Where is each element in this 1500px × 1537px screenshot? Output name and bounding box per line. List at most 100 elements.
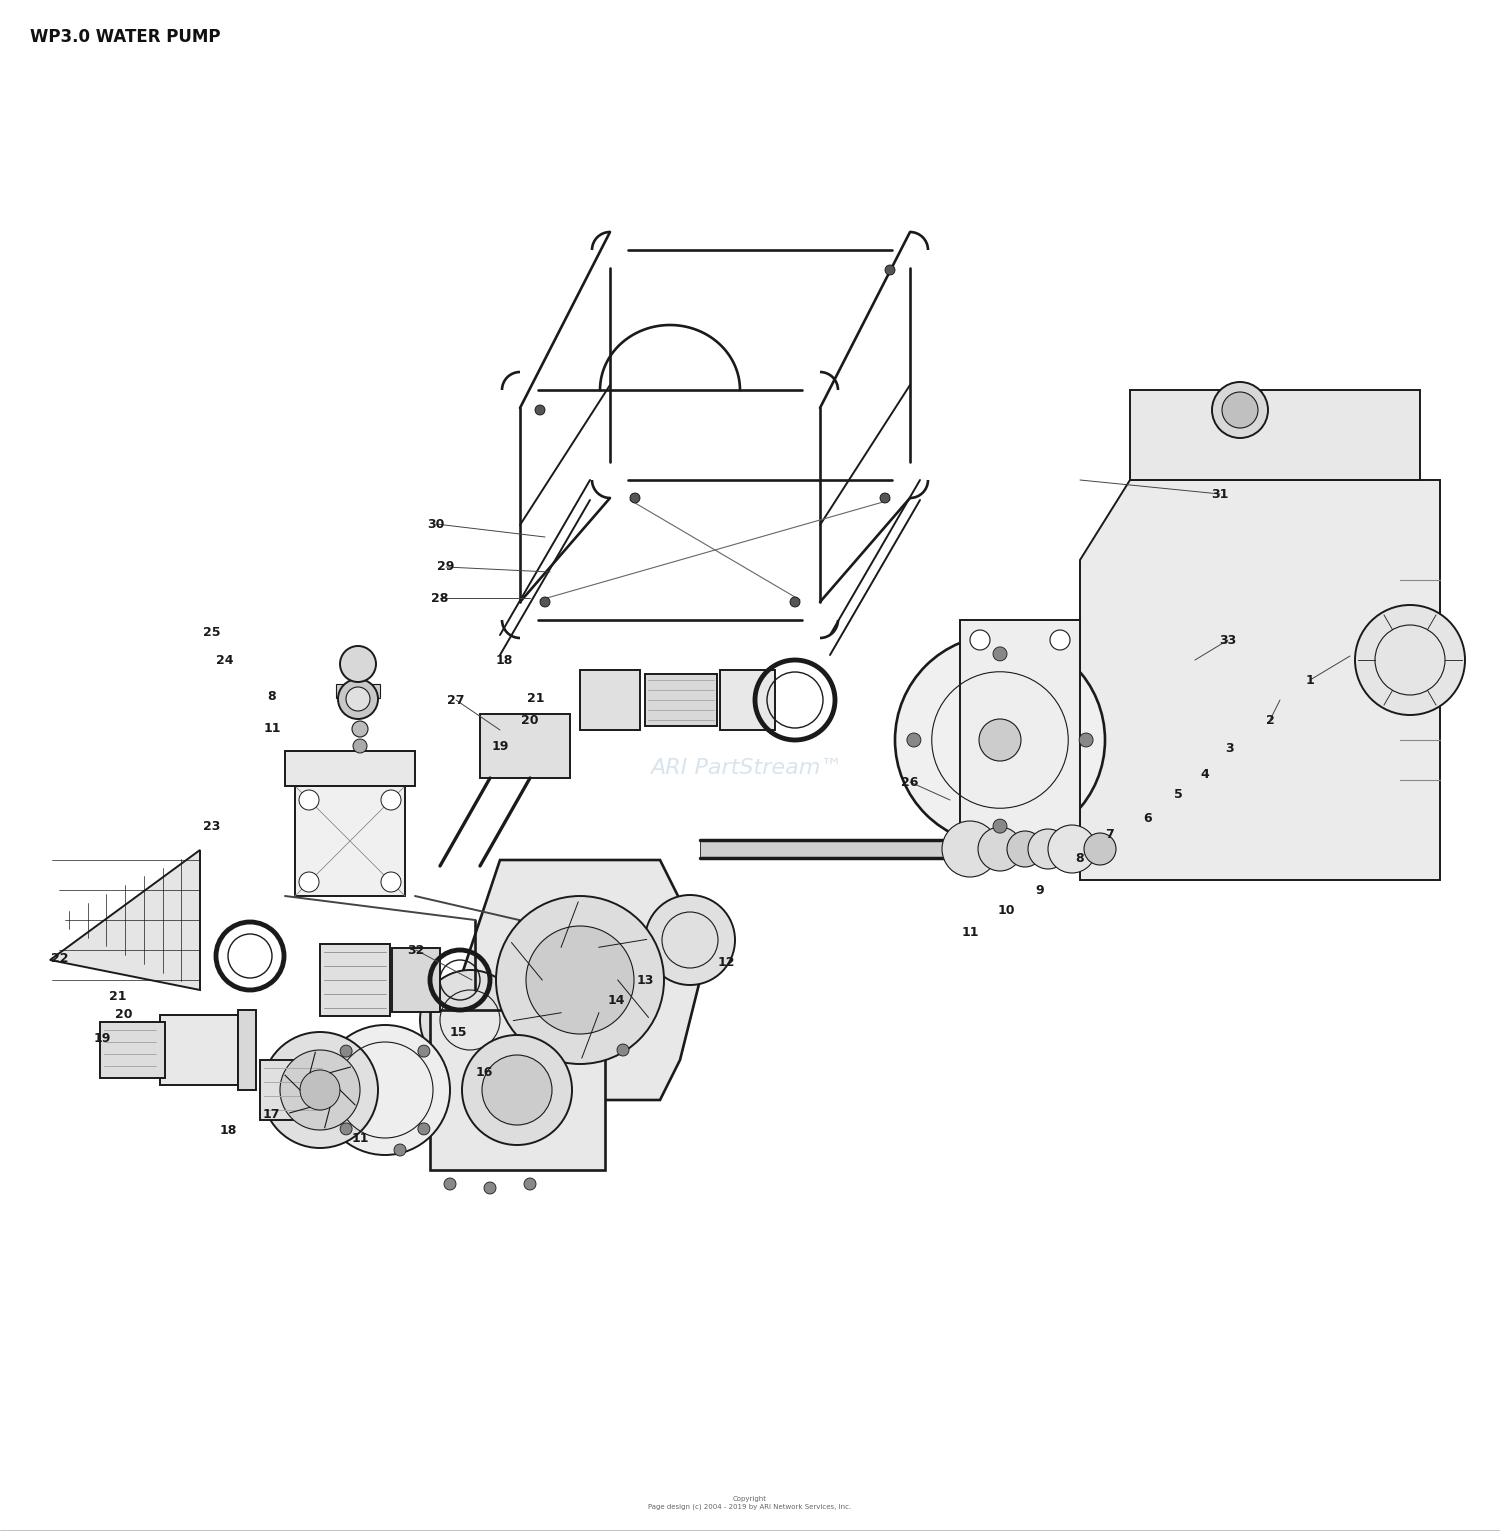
Circle shape [993,819,1006,833]
Text: 23: 23 [204,819,220,833]
Polygon shape [1080,480,1440,881]
Circle shape [978,827,1022,871]
Text: 20: 20 [116,1008,132,1022]
Circle shape [381,871,400,891]
Text: 5: 5 [1173,788,1182,801]
Text: 11: 11 [351,1131,369,1145]
Polygon shape [960,619,1080,861]
Text: 26: 26 [902,776,918,788]
Circle shape [1007,832,1042,867]
Circle shape [298,871,320,891]
Circle shape [790,596,800,607]
Bar [392,948,439,1011]
Circle shape [280,1050,360,1130]
Circle shape [338,679,378,719]
Circle shape [340,1045,352,1057]
Text: WP3.0 WATER PUMP: WP3.0 WATER PUMP [30,28,220,46]
Text: 30: 30 [427,518,444,530]
Circle shape [1354,606,1466,715]
Text: 12: 12 [717,956,735,970]
Circle shape [320,1025,450,1154]
Circle shape [340,646,376,682]
Circle shape [880,493,890,503]
Text: 3: 3 [1226,741,1234,755]
Text: Copyright
Page design (c) 2004 - 2019 by ARI Network Services, Inc.: Copyright Page design (c) 2004 - 2019 by… [648,1497,852,1509]
Text: 7: 7 [1106,828,1114,841]
Text: 33: 33 [1220,633,1236,647]
Text: 13: 13 [636,973,654,987]
Text: 19: 19 [492,739,508,753]
Circle shape [484,1182,496,1194]
Bar [700,841,960,858]
Text: 8: 8 [1076,851,1084,864]
Text: 32: 32 [408,944,424,956]
Text: 10: 10 [998,904,1014,916]
Text: 15: 15 [450,1025,466,1039]
Circle shape [300,1070,340,1110]
Circle shape [262,1031,378,1148]
Bar [285,752,416,785]
Polygon shape [1130,390,1420,480]
Bar [260,1061,326,1120]
Text: 22: 22 [51,951,69,965]
Circle shape [526,925,634,1034]
Circle shape [885,264,896,275]
Text: 25: 25 [204,626,220,638]
Text: 19: 19 [93,1031,111,1045]
Text: ARI PartStream™: ARI PartStream™ [650,758,843,778]
Text: 18: 18 [219,1124,237,1136]
Text: 11: 11 [264,721,280,735]
Circle shape [419,1045,430,1057]
Circle shape [1078,733,1094,747]
Polygon shape [430,1010,604,1170]
Bar [336,684,380,698]
Circle shape [352,739,368,753]
Text: 24: 24 [216,653,234,667]
Text: 20: 20 [522,713,538,727]
Circle shape [1050,830,1070,850]
Circle shape [908,733,921,747]
Circle shape [444,1177,456,1190]
Polygon shape [460,861,700,1100]
Bar [160,1014,238,1085]
Circle shape [346,687,370,712]
Text: 6: 6 [1143,812,1152,824]
Bar [645,675,717,725]
Text: 21: 21 [528,692,544,704]
Circle shape [540,596,550,607]
Text: 1: 1 [1305,673,1314,687]
Circle shape [616,1044,628,1056]
Circle shape [419,1124,430,1134]
Text: 14: 14 [608,993,624,1007]
Text: 27: 27 [447,693,465,707]
Circle shape [1222,392,1258,427]
Circle shape [980,719,1022,761]
Circle shape [896,635,1106,845]
Bar [480,715,570,778]
Bar [320,944,390,1016]
Text: 21: 21 [110,990,126,1002]
Circle shape [1028,828,1068,868]
Circle shape [1212,383,1268,438]
Circle shape [1084,833,1116,865]
Text: 2: 2 [1266,713,1275,727]
Text: 16: 16 [476,1065,492,1079]
Bar [580,670,640,730]
Circle shape [394,1144,406,1156]
Polygon shape [50,850,200,990]
Text: 9: 9 [1035,884,1044,896]
Circle shape [482,1054,552,1125]
Text: 8: 8 [267,690,276,702]
Text: 29: 29 [438,561,454,573]
Polygon shape [296,785,405,896]
Text: 4: 4 [1200,768,1209,781]
Circle shape [420,970,520,1070]
Circle shape [993,647,1006,661]
Circle shape [462,1034,572,1145]
Circle shape [1050,630,1070,650]
Circle shape [1048,825,1096,873]
Text: 18: 18 [495,653,513,667]
Bar [720,670,776,730]
Circle shape [630,493,640,503]
Circle shape [298,790,320,810]
